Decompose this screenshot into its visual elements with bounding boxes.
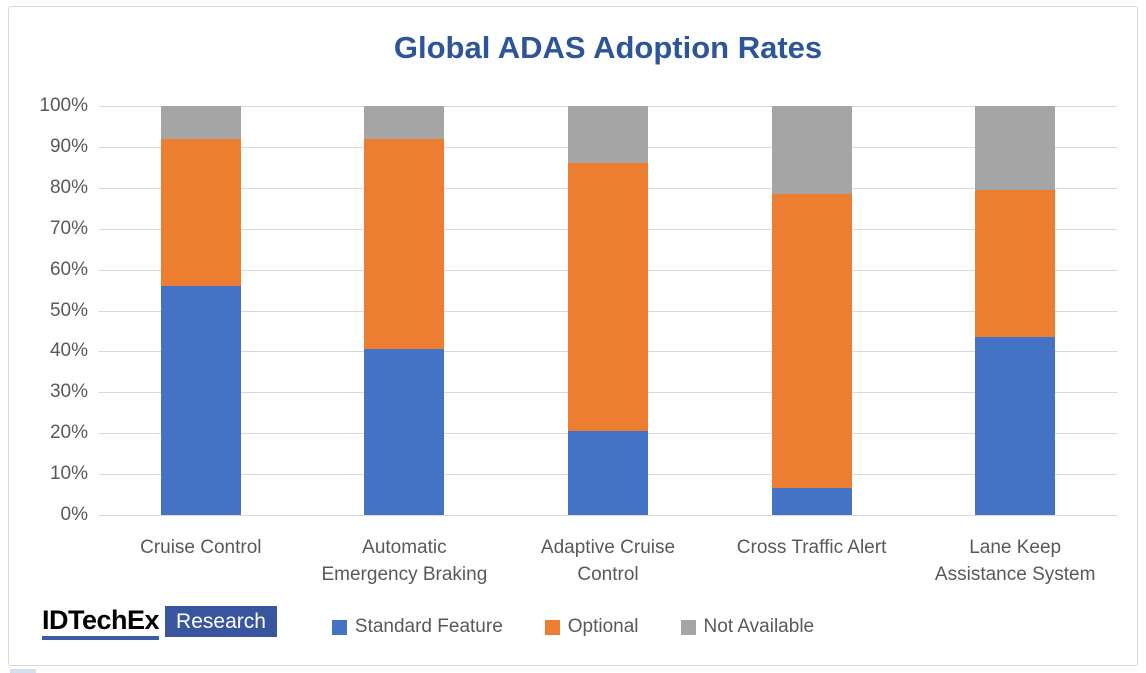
bar-segment-standard-feature [160,285,241,515]
y-axis-tick-labels: 0% 10% 20% 30% 40% 50% 60% 70% 80% 90% 100% [18,95,88,525]
chart-title: Global ADAS Adoption Rates [393,30,823,65]
y-axis-tick-label: 80% [49,176,88,198]
legend-swatch [331,619,347,635]
stacked-bar [975,106,1056,515]
y-axis-tick-label: 40% [49,340,88,362]
x-axis-label: Lane Keep Assistance System [913,534,1117,588]
y-axis-tick-label: 50% [49,299,88,321]
x-axis-label-line: Cross Traffic Alert [736,537,887,558]
x-axis-label-line: Automatic [362,537,447,558]
y-axis-tick-label: 60% [49,258,88,280]
y-axis-tick-label: 100% [39,95,88,116]
bar-segment-optional [771,193,852,489]
x-axis-label-line: Emergency Braking [321,564,488,585]
idtechex-logo: IDTechEx Research [42,605,277,640]
bar-segment-not-available [771,106,852,194]
x-axis-label-line: Adaptive Cruise [540,537,676,558]
gridline [99,515,1117,516]
x-axis-label: Cruise Control [99,534,303,588]
logo-underline [42,636,160,640]
x-axis-label: Automatic Emergency Braking [303,534,507,588]
bar-segment-optional [567,163,648,432]
bar-slot-lane-keep-assistance-system [913,106,1117,515]
legend-label: Not Available [703,616,815,637]
legend-swatch [544,619,560,635]
y-axis-tick-label: 10% [49,463,88,485]
bar-segment-standard-feature [771,488,852,515]
logo-brand-wrap: IDTechEx [42,605,160,640]
stacked-bar [567,106,648,515]
chart-frame-border [8,6,1138,666]
legend-item-standard-feature: Standard Feature [331,616,503,638]
bar-slot-cross-traffic-alert [710,106,914,515]
bar-segment-standard-feature [975,337,1056,515]
y-axis-tick-label: 20% [49,422,88,444]
x-axis-label-line: Assistance System [934,564,1096,585]
y-axis-tick-label: 30% [49,381,88,403]
bar-segment-standard-feature [364,349,445,515]
bar-segment-optional [160,138,241,286]
logo-research-badge: Research [165,606,277,637]
legend-item-optional: Optional [544,616,639,638]
stacked-bar [771,106,852,515]
bar-segment-standard-feature [567,431,648,515]
stacked-bar [160,106,241,515]
bar-segment-optional [364,138,445,350]
y-axis-tick-label: 90% [49,135,88,157]
bar-segment-optional [975,189,1056,338]
bar-slot-automatic-emergency-braking [303,106,507,515]
bar-slot-adaptive-cruise-control [506,106,710,515]
x-axis-label-line: Cruise Control [140,537,262,558]
chart-legend: Standard Feature Optional Not Available [0,616,1146,638]
bar-series-container [99,106,1117,515]
cropped-element-artifact [10,669,36,673]
legend-swatch [680,619,696,635]
bar-segment-not-available [160,106,241,139]
bar-segment-not-available [567,106,648,164]
plot-area [99,106,1117,516]
bar-slot-cruise-control [99,106,303,515]
logo-brand-text: IDTechEx [42,605,160,635]
bar-segment-not-available [364,106,445,139]
x-axis-label: Cross Traffic Alert [710,534,914,588]
stacked-bar [364,106,445,515]
y-axis-tick-label: 70% [49,217,88,239]
y-axis-tick-label: 0% [60,504,88,525]
legend-label: Standard Feature [354,616,503,637]
x-axis-label: Adaptive Cruise Control [506,534,710,588]
x-axis-label-line: Lane Keep [969,537,1062,558]
bar-segment-not-available [975,106,1056,190]
x-axis-label-line: Control [577,564,639,585]
legend-item-not-available: Not Available [680,616,815,638]
legend-label: Optional [567,616,639,637]
x-axis-category-labels: Cruise Control Automatic Emergency Braking… [99,534,1117,588]
